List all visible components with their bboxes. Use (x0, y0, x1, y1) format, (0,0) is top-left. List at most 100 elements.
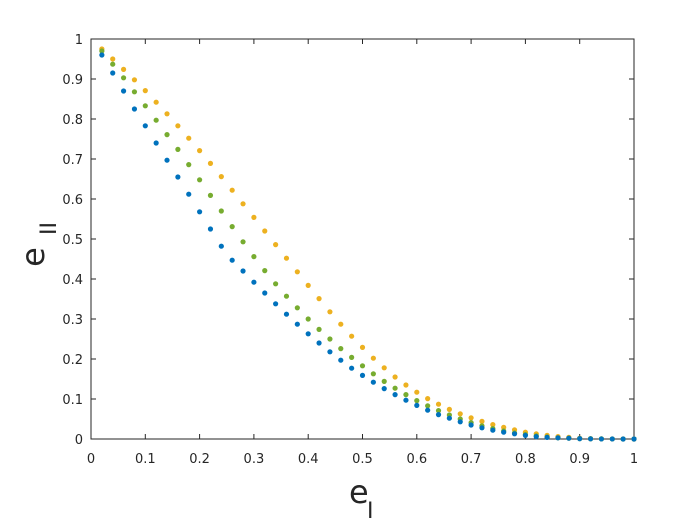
data-point (425, 396, 431, 402)
data-point (577, 436, 583, 442)
data-point (153, 99, 159, 105)
y-axis-label: e (14, 247, 52, 267)
data-point (468, 415, 474, 421)
data-point (359, 363, 366, 369)
data-point (120, 88, 127, 94)
data-point (153, 117, 159, 123)
y-axis-label-subscript: II (37, 222, 62, 235)
data-point (414, 398, 420, 404)
data-point (99, 52, 105, 58)
data-point (544, 434, 550, 440)
data-point (338, 346, 344, 352)
data-point (131, 106, 138, 112)
data-point (501, 429, 507, 435)
data-point (273, 281, 279, 287)
y-tick-label: 0.1 (62, 393, 83, 408)
data-point (294, 321, 300, 327)
data-point (490, 422, 496, 428)
y-tick-label: 0.7 (62, 153, 83, 168)
data-point (240, 201, 246, 207)
data-point (381, 378, 387, 384)
x-axis-ticks: 0 0.1 0.2 0.3 0.4 0.5 0.6 0.7 0.8 0.9 1 (87, 39, 638, 467)
x-axis-label-subscript: I (367, 499, 374, 524)
plot-area (90, 38, 635, 440)
data-point (229, 224, 235, 230)
data-point (110, 61, 116, 67)
data-point (435, 401, 442, 407)
data-point (435, 408, 442, 414)
data-point (131, 89, 138, 95)
data-point (501, 424, 507, 430)
data-point (338, 357, 344, 363)
data-point (359, 344, 366, 350)
data-point (197, 177, 203, 183)
data-point (262, 290, 268, 296)
data-point (207, 226, 214, 232)
data-point (349, 365, 355, 371)
y-tick-label: 0.3 (62, 313, 83, 328)
data-point (425, 407, 431, 413)
x-tick-label: 0.8 (515, 452, 536, 467)
data-point (392, 385, 398, 391)
data-point (370, 371, 376, 377)
data-point (153, 140, 159, 146)
data-point (294, 269, 300, 275)
data-point (207, 192, 214, 198)
data-point (218, 174, 224, 180)
data-point (99, 48, 105, 54)
data-point (414, 402, 420, 408)
data-point (316, 296, 322, 302)
data-point (142, 103, 148, 109)
data-point (446, 406, 452, 412)
data-point (457, 411, 463, 417)
data-point (142, 123, 148, 129)
y-tick-label: 0.6 (62, 193, 83, 208)
data-point (131, 77, 138, 83)
data-point (305, 331, 311, 337)
data-point (262, 268, 268, 274)
data-point (490, 427, 496, 433)
data-point (186, 135, 192, 141)
data-point (566, 435, 572, 441)
data-point (370, 379, 376, 385)
y-tick-label: 1 (75, 33, 83, 48)
data-point (207, 160, 214, 166)
data-point (305, 282, 311, 288)
data-point (349, 354, 355, 360)
x-axis-label: e (349, 473, 369, 511)
data-point (414, 389, 420, 395)
data-point (479, 418, 485, 424)
y-tick-label: 0.8 (62, 113, 83, 128)
data-point (273, 242, 279, 248)
x-tick-label: 0.2 (189, 452, 210, 467)
data-point (316, 340, 322, 346)
y-axis-ticks: 0 0.1 0.2 0.3 0.4 0.5 0.6 0.7 0.8 0.9 1 (62, 33, 634, 448)
data-point (164, 132, 170, 138)
x-tick-label: 0.4 (298, 452, 319, 467)
data-point (273, 301, 279, 307)
series-layer (99, 46, 637, 442)
data-point (186, 191, 192, 197)
data-point (164, 157, 170, 163)
x-tick-label: 0 (87, 452, 95, 467)
data-point (283, 255, 290, 261)
data-point (620, 436, 626, 442)
data-point (240, 239, 246, 245)
x-tick-label: 0.1 (135, 452, 156, 467)
y-tick-label: 0.4 (62, 273, 83, 288)
x-tick-label: 0.9 (569, 452, 590, 467)
data-point (251, 254, 257, 260)
data-point (479, 425, 485, 431)
data-point (120, 75, 127, 81)
data-point (251, 214, 257, 220)
data-point (175, 123, 181, 129)
data-point (381, 386, 387, 392)
x-tick-label: 0.5 (352, 452, 373, 467)
data-point (327, 336, 333, 342)
data-point (262, 228, 268, 234)
data-point (175, 174, 181, 180)
data-point (555, 435, 561, 441)
data-point (240, 268, 246, 274)
data-point (186, 162, 192, 168)
